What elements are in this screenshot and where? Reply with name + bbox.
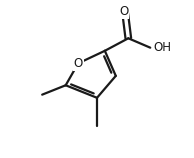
Text: O: O <box>74 57 83 70</box>
Text: O: O <box>119 5 128 18</box>
Text: OH: OH <box>153 41 171 54</box>
